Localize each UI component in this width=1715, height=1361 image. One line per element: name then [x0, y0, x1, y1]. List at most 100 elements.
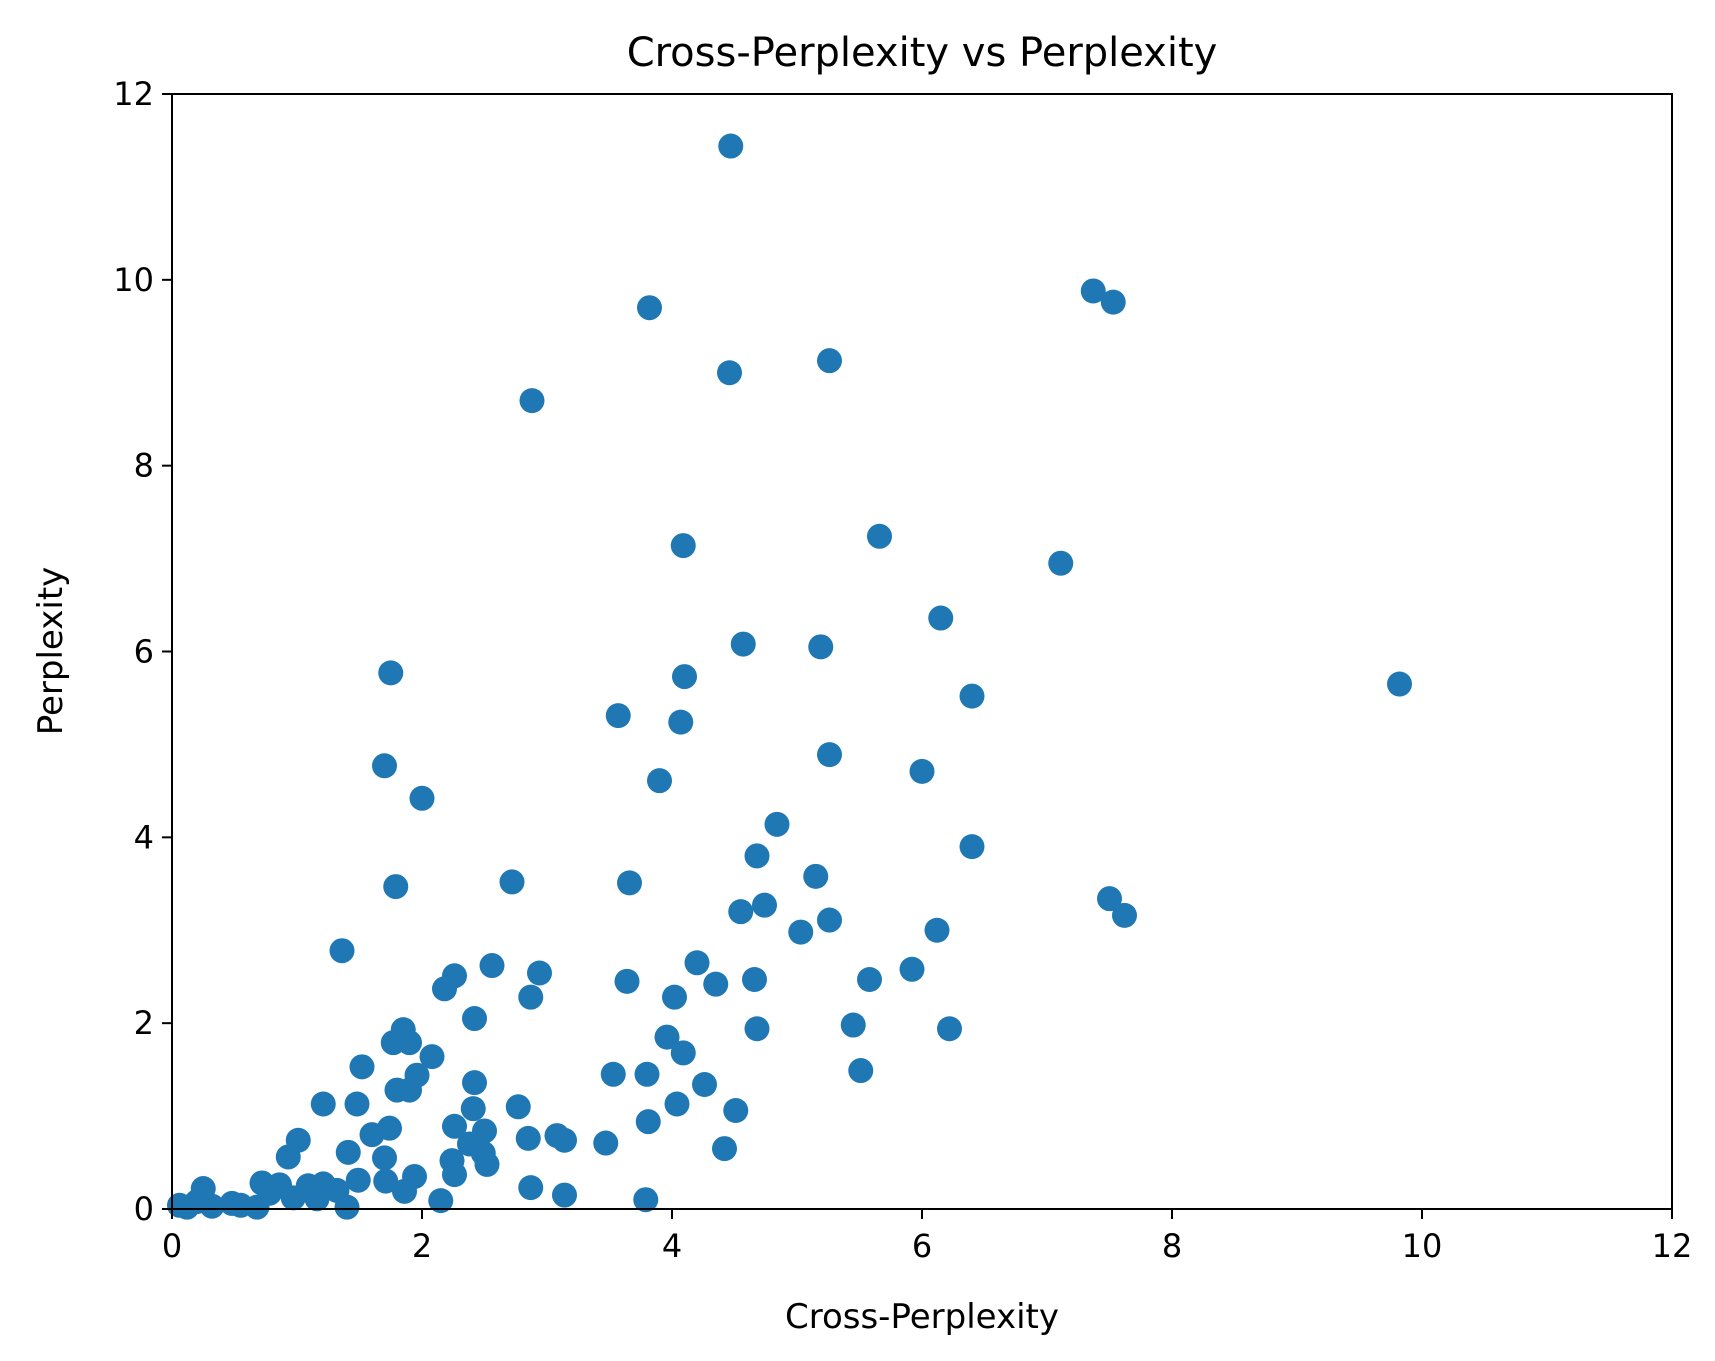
scatter-point [462, 1006, 487, 1032]
scatter-point [670, 533, 696, 559]
scatter-point [857, 966, 882, 992]
scatter-point [345, 1167, 371, 1193]
scatter-point [928, 605, 954, 631]
scatter-point [723, 1098, 749, 1124]
chart-title: Cross-Perplexity vs Perplexity [627, 30, 1218, 76]
scatter-point [334, 1194, 360, 1220]
y-tick-label: 4 [134, 818, 154, 856]
scatter-point [672, 664, 697, 690]
scatter-point [593, 1130, 619, 1156]
scatter-point [372, 753, 397, 779]
scatter-point [817, 907, 842, 933]
scatter-point [684, 950, 710, 976]
scatter-point [518, 1175, 544, 1201]
scatter-point [397, 1030, 422, 1056]
scatter-point [515, 1125, 541, 1151]
scatter-point [275, 1144, 301, 1170]
scatter-point [808, 634, 834, 660]
scatter-point [383, 874, 409, 900]
scatter-point [1097, 886, 1122, 912]
y-axis-label: Perplexity [31, 567, 71, 736]
scatter-point [899, 956, 925, 982]
scatter-point [335, 1139, 361, 1165]
scatter-point [692, 1071, 717, 1097]
x-axis: 0 2 4 6 8 10 12 [162, 1209, 1693, 1265]
scatter-point [460, 1096, 486, 1122]
scatter-point [1100, 289, 1126, 315]
scatter-point [744, 1016, 770, 1042]
scatter-point [419, 1044, 445, 1070]
scatter-point [654, 1024, 680, 1050]
scatter-point [474, 1151, 500, 1177]
scatter-point [462, 1070, 487, 1096]
scatter-point [392, 1178, 417, 1204]
scatter-point [788, 919, 814, 945]
y-tick-label: 10 [113, 261, 154, 299]
scatter-point [359, 1122, 385, 1148]
scatter-point [432, 976, 457, 1002]
scatter-point [428, 1188, 454, 1214]
scatter-point [718, 133, 744, 159]
scatter-point [937, 1016, 962, 1042]
scatter-point [373, 1168, 399, 1194]
x-axis-label: Cross-Perplexity [785, 1297, 1059, 1337]
scatter-point [817, 742, 842, 768]
scatter-point [605, 703, 631, 729]
scatter-point [634, 1061, 660, 1087]
x-tick-label: 12 [1652, 1227, 1693, 1265]
scatter-point [244, 1194, 270, 1220]
scatter-point [1387, 671, 1412, 697]
scatter-point [280, 1185, 306, 1211]
scatter-point [867, 523, 892, 549]
scatter-point [479, 953, 505, 979]
scatter-point [633, 1187, 659, 1213]
scatter-point [552, 1182, 577, 1208]
scatter-point [752, 892, 777, 918]
scatter-point [730, 631, 756, 657]
scatter-point [527, 960, 552, 986]
scatter-point [728, 899, 754, 925]
scatter-point [344, 1091, 370, 1117]
scatter-point [1080, 278, 1106, 304]
scatter-point [349, 1054, 375, 1080]
x-tick-label: 0 [162, 1227, 182, 1265]
scatter-point [742, 966, 767, 992]
scatter-point [703, 971, 729, 997]
scatter-point [668, 709, 694, 735]
scatter-point [617, 870, 642, 896]
x-tick-label: 6 [912, 1227, 932, 1265]
x-tick-label: 10 [1402, 1227, 1443, 1265]
scatter-point [372, 1145, 397, 1171]
scatter-point [1112, 902, 1137, 928]
y-tick-label: 2 [134, 1004, 154, 1042]
scatter-point [409, 785, 435, 811]
points-layer [167, 133, 1412, 1220]
scatter-point [840, 1012, 866, 1038]
scatter-point [764, 811, 790, 837]
scatter-point [442, 1162, 467, 1188]
scatter-point [848, 1058, 874, 1084]
scatter-point [712, 1136, 737, 1162]
y-tick-label: 12 [113, 75, 154, 113]
scatter-point [614, 968, 640, 994]
scatter-point [518, 984, 544, 1010]
scatter-point [635, 1109, 661, 1135]
x-tick-label: 4 [662, 1227, 682, 1265]
scatter-point [744, 843, 770, 869]
scatter-point [378, 660, 404, 686]
scatter-point [1048, 550, 1074, 576]
y-tick-label: 0 [134, 1190, 154, 1228]
scatter-point [442, 1113, 467, 1139]
scatter-point [199, 1193, 225, 1219]
scatter-point [397, 1077, 422, 1103]
x-tick-label: 2 [412, 1227, 432, 1265]
scatter-point [637, 295, 662, 321]
scatter-point [959, 683, 985, 709]
y-axis: 0 2 4 6 8 10 12 [113, 75, 172, 1228]
y-tick-label: 6 [134, 633, 154, 671]
scatter-point [959, 834, 985, 860]
scatter-point [647, 768, 672, 794]
scatter-point [552, 1127, 577, 1153]
scatter-point [670, 1040, 696, 1066]
